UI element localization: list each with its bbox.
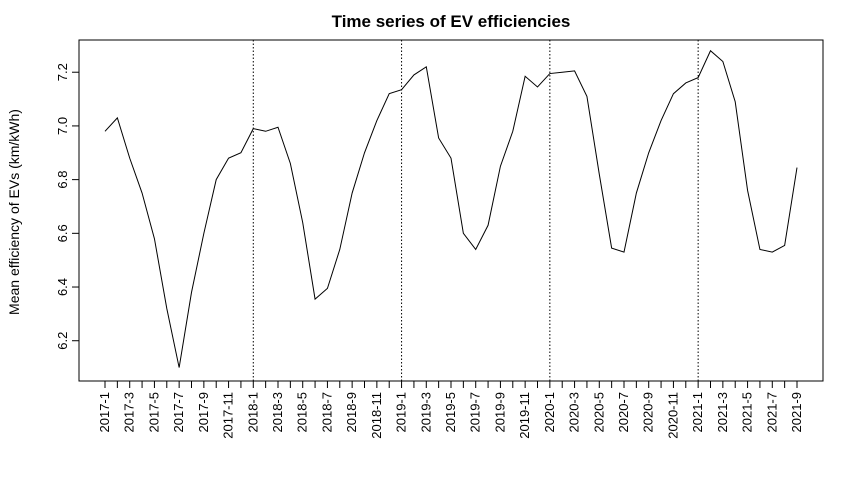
x-tick-label: 2021-5 — [740, 392, 755, 432]
x-tick-label: 2019-5 — [443, 392, 458, 432]
x-tick-label: 2018-5 — [295, 392, 310, 432]
x-tick-label: 2020-3 — [567, 392, 582, 432]
x-tick-label: 2020-11 — [665, 392, 680, 439]
year-divider-lines — [252, 40, 699, 381]
x-tick-label: 2020-1 — [542, 392, 557, 432]
y-axis-label: Mean efficiency of EVs (km/kWh) — [6, 109, 22, 315]
series-group — [104, 49, 798, 368]
x-tick-label: 2019-11 — [517, 392, 532, 439]
x-tick-label: 2017-7 — [171, 392, 186, 432]
x-tick-label: 2019-9 — [492, 392, 507, 432]
x-tick-label: 2021-7 — [764, 392, 779, 432]
x-tick-label: 2021-9 — [789, 392, 804, 432]
x-tick-label: 2018-7 — [319, 392, 334, 432]
x-tick-label: 2021-3 — [715, 392, 730, 432]
x-tick-label: 2019-7 — [468, 392, 483, 432]
x-tick-label: 2020-7 — [616, 392, 631, 432]
x-tick-label: 2017-3 — [122, 392, 137, 432]
x-tick-label: 2019-3 — [418, 392, 433, 432]
x-tick-label: 2017-11 — [221, 392, 236, 439]
x-tick-label: 2018-11 — [369, 392, 384, 439]
y-tick-label: 6.6 — [55, 224, 70, 242]
series-line — [104, 49, 798, 368]
x-tick-label: 2020-9 — [641, 392, 656, 432]
x-axis: 2017-1 2017-3 2017-5 2017-7 2017-9 2017-11 201… — [97, 380, 804, 439]
x-tick-label: 2017-1 — [97, 392, 112, 432]
x-tick-label: 2019-1 — [394, 392, 409, 432]
x-tick-label: 2018-3 — [270, 392, 285, 432]
x-tick-label: 2018-1 — [245, 392, 260, 432]
y-tick-label: 7.2 — [55, 63, 70, 81]
y-tick-label: 6.8 — [55, 171, 70, 189]
x-tick-label: 2020-5 — [591, 392, 606, 432]
chart-title: Time series of EV efficiencies — [332, 12, 571, 31]
plot-area-frame — [78, 39, 824, 382]
y-tick-label: 6.2 — [55, 332, 70, 350]
x-tick-label: 2017-9 — [196, 392, 211, 432]
x-tick-label: 2017-5 — [146, 392, 161, 432]
y-axis: 6.2 6.4 6.6 6.8 7.0 7.2 — [55, 63, 80, 350]
y-tick-label: 6.4 — [55, 278, 70, 296]
y-tick-label: 7.0 — [55, 117, 70, 135]
x-tick-label: 2018-9 — [344, 392, 359, 432]
x-tick-label: 2021-1 — [690, 392, 705, 432]
